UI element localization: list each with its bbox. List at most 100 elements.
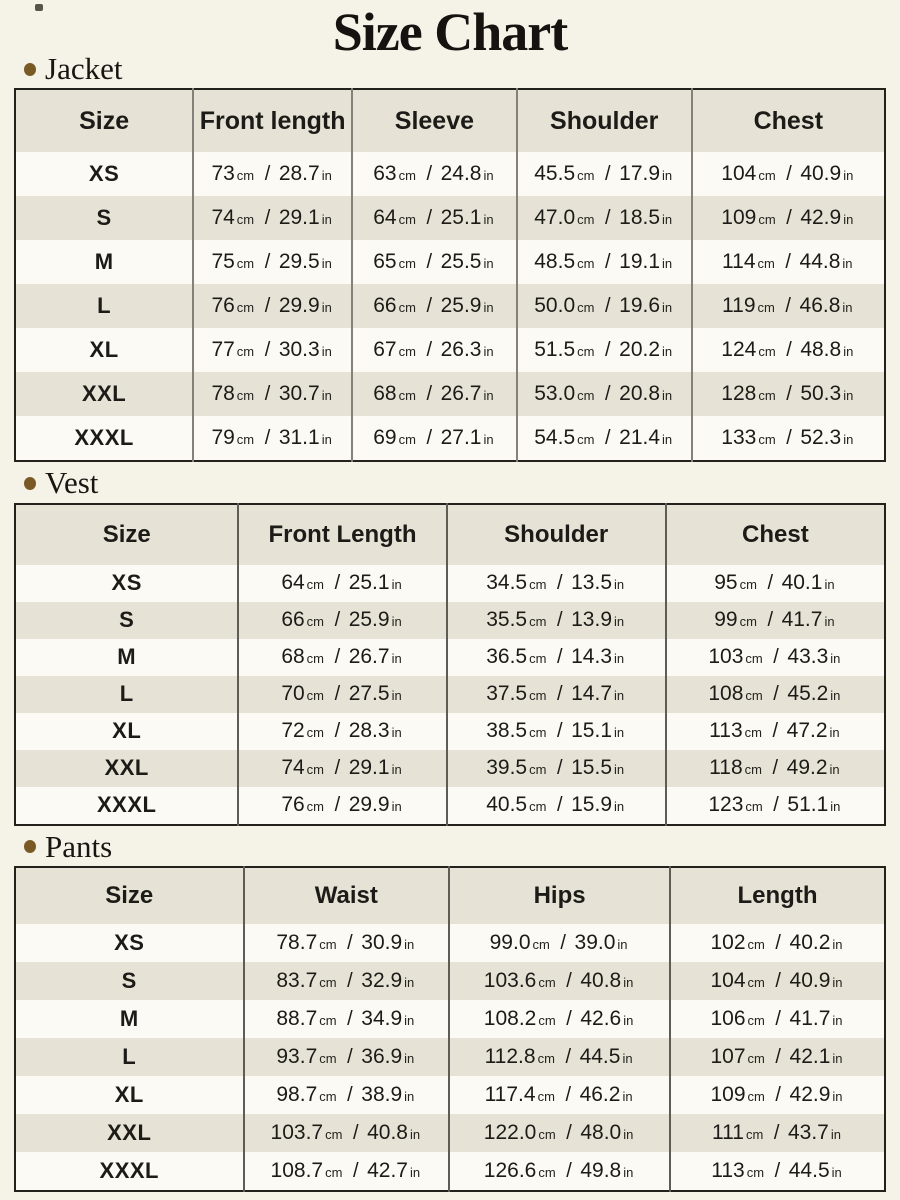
table-row: M 68 cm / 26.7 in 36.5 cm / 14.3 in 103 cm / 43.… (15, 638, 885, 676)
measurement-cell: 36.5 cm / 14.3 in (445, 638, 666, 676)
measurement-cell: 78.7 cm / 30.9 in (242, 924, 450, 963)
size-cell: L (122, 1044, 137, 1070)
measurement-cell: 38.5 cm / 15.1 in (445, 712, 666, 750)
section-label-jacket: Jacket (24, 53, 122, 86)
measurement-cell: 64 cm / 25.1 in (237, 564, 447, 602)
measurement-cell: 76 cm / 29.9 in (192, 284, 353, 328)
column-header: Shoulder (515, 89, 692, 152)
size-cell: XS (88, 161, 120, 186)
measurement-cell: 83.7 cm / 32.9 in (242, 962, 450, 1001)
table-row: XL 77 cm / 30.3 in 67 cm / 26.3 in 51.5 cm / 20.… (15, 328, 885, 372)
measurement-cell: 93.7 cm / 36.9 in (242, 1038, 450, 1077)
measurement-cell: 103 cm / 43.3 in (664, 638, 885, 676)
measurement-cell: 45.5 cm / 17.9 in (515, 152, 692, 196)
bullet-icon (24, 840, 36, 854)
bullet-icon (24, 63, 36, 77)
measurement-cell: 103.6 cm / 40.8 in (448, 962, 671, 1001)
section-label-text: Jacket (45, 51, 123, 87)
measurement-cell: 34.5 cm / 13.5 in (445, 564, 666, 602)
measurement-cell: 64 cm / 25.1 in (351, 196, 517, 240)
measurement-cell: 113 cm / 44.5 in (669, 1152, 885, 1192)
measurement-cell: 68 cm / 26.7 in (351, 372, 517, 416)
measurement-cell: 123 cm / 51.1 in (664, 786, 885, 825)
measurement-cell: 74 cm / 29.1 in (192, 196, 353, 240)
size-cell: XL (89, 337, 119, 362)
measurement-cell: 70 cm / 27.5 in (237, 675, 447, 713)
column-header: Length (669, 867, 885, 925)
measurement-cell: 78 cm / 30.7 in (192, 372, 353, 416)
size-cell: M (94, 249, 114, 274)
measurement-cell: 108.2 cm / 42.6 in (448, 1000, 671, 1039)
measurement-cell: 68 cm / 26.7 in (237, 638, 447, 676)
table-row: XS 64 cm / 25.1 in 34.5 cm / 13.5 in 95 cm / 40.… (15, 564, 885, 602)
measurement-cell: 77 cm / 30.3 in (192, 328, 353, 372)
table-header-row: Size Waist Hips Length (15, 867, 885, 925)
measurement-cell: 37.5 cm / 14.7 in (445, 675, 666, 713)
measurement-cell: 99.0 cm / 39.0 in (448, 924, 671, 963)
measurement-cell: 111 cm / 43.7 in (669, 1114, 885, 1153)
measurement-cell: 73 cm / 28.7 in (192, 152, 353, 196)
table-header-row: Size Front Length Shoulder Chest (15, 503, 885, 565)
measurement-cell: 99 cm / 41.7 in (664, 601, 885, 639)
measurement-cell: 102 cm / 40.2 in (669, 924, 885, 963)
size-cell: XXL (104, 755, 149, 781)
section-label-text: Pants (45, 828, 113, 864)
table-row: XXL 74 cm / 29.1 in 39.5 cm / 15.5 in 118 cm / 4… (15, 749, 885, 787)
column-header: Chest (690, 89, 885, 152)
measurement-cell: 108.7 cm / 42.7 in (242, 1152, 450, 1192)
table-row: XXXL 76 cm / 29.9 in 40.5 cm / 15.9 in 123 cm / … (15, 786, 885, 825)
measurement-cell: 106 cm / 41.7 in (669, 1000, 885, 1039)
measurement-cell: 109 cm / 42.9 in (690, 196, 885, 240)
measurement-cell: 128 cm / 50.3 in (690, 372, 885, 416)
table-row: XXL 103.7 cm / 40.8 in 122.0 cm / 48.0 in 111 cm… (15, 1114, 885, 1153)
measurement-cell: 47.0 cm / 18.5 in (515, 196, 692, 240)
size-cell: S (121, 968, 137, 994)
table-header-row: Size Front length Sleeve Shoulder Chest (15, 89, 885, 152)
column-header: Sleeve (351, 89, 517, 152)
table-row: L 70 cm / 27.5 in 37.5 cm / 14.7 in 108 cm / 45.… (15, 675, 885, 713)
measurement-cell: 67 cm / 26.3 in (351, 328, 517, 372)
table-row: XXXL 79 cm / 31.1 in 69 cm / 27.1 in 54.5 cm / 2… (15, 416, 885, 461)
measurement-cell: 53.0 cm / 20.8 in (515, 372, 692, 416)
vest-size-table: Size Front Length Shoulder Chest XS 64 cm / 25… (14, 502, 886, 826)
measurement-cell: 54.5 cm / 21.4 in (515, 416, 692, 461)
measurement-cell: 48.5 cm / 19.1 in (515, 240, 692, 284)
measurement-cell: 103.7 cm / 40.8 in (242, 1114, 450, 1153)
table-row: XS 78.7 cm / 30.9 in 99.0 cm / 39.0 in 102 cm / … (15, 924, 885, 963)
measurement-cell: 63 cm / 24.8 in (351, 152, 517, 196)
measurement-cell: 40.5 cm / 15.9 in (445, 786, 666, 825)
measurement-cell: 112.8 cm / 44.5 in (448, 1038, 671, 1077)
table-row: L 76 cm / 29.9 in 66 cm / 25.9 in 50.0 cm / 19.6… (15, 284, 885, 328)
measurement-cell: 119 cm / 46.8 in (690, 284, 885, 328)
table-row: XL 72 cm / 28.3 in 38.5 cm / 15.1 in 113 cm / 47… (15, 712, 885, 750)
table-row: XXL 78 cm / 30.7 in 68 cm / 26.7 in 53.0 cm / 20… (15, 372, 885, 416)
section-jacket: Size Front length Sleeve Shoulder Chest XS 73 c… (0, 88, 900, 462)
measurement-cell: 66 cm / 25.9 in (351, 284, 517, 328)
column-header: Front Length (237, 503, 447, 565)
table-row: S 74 cm / 29.1 in 64 cm / 25.1 in 47.0 cm / 18.5… (15, 196, 885, 240)
size-cell: S (119, 607, 135, 633)
measurement-cell: 76 cm / 29.9 in (237, 786, 447, 825)
measurement-cell: 39.5 cm / 15.5 in (445, 749, 666, 787)
column-header: Hips (448, 867, 671, 925)
size-cell: S (96, 205, 112, 230)
table-row: L 93.7 cm / 36.9 in 112.8 cm / 44.5 in 107 cm / … (15, 1038, 885, 1077)
measurement-cell: 122.0 cm / 48.0 in (448, 1114, 671, 1153)
measurement-cell: 114 cm / 44.8 in (690, 240, 885, 284)
measurement-cell: 109 cm / 42.9 in (669, 1076, 885, 1115)
measurement-cell: 107 cm / 42.1 in (669, 1038, 885, 1077)
jacket-size-table: Size Front length Sleeve Shoulder Chest XS 73 c… (14, 88, 886, 462)
column-header: Chest (664, 503, 885, 565)
size-cell: XL (112, 718, 142, 744)
measurement-cell: 65 cm / 25.5 in (351, 240, 517, 284)
measurement-cell: 98.7 cm / 38.9 in (242, 1076, 450, 1115)
size-cell: XS (114, 930, 145, 956)
column-header: Front length (192, 89, 353, 152)
measurement-cell: 113 cm / 47.2 in (664, 712, 885, 750)
column-header: Size (15, 867, 244, 925)
size-cell: XXXL (74, 425, 134, 450)
column-header: Size (15, 89, 194, 152)
scan-artifact-dot (35, 4, 43, 11)
measurement-cell: 69 cm / 27.1 in (351, 416, 517, 461)
section-label-pants: Pants (24, 828, 900, 864)
